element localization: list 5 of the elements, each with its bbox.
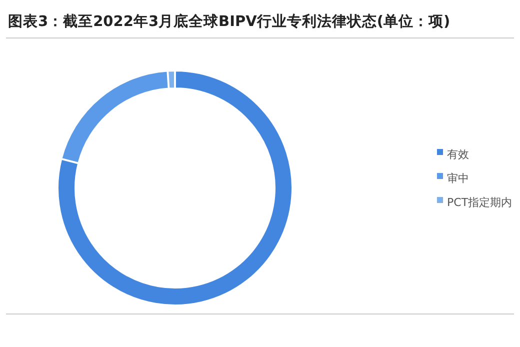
chart-title: 图表3：截至2022年3月底全球BIPV行业专利法律状态(单位：项) xyxy=(8,12,450,30)
legend-label: 审中 xyxy=(447,172,469,186)
legend-label: 有效 xyxy=(447,148,469,162)
donut-slice xyxy=(58,70,292,306)
legend-label: PCT指定期内 xyxy=(447,196,512,210)
